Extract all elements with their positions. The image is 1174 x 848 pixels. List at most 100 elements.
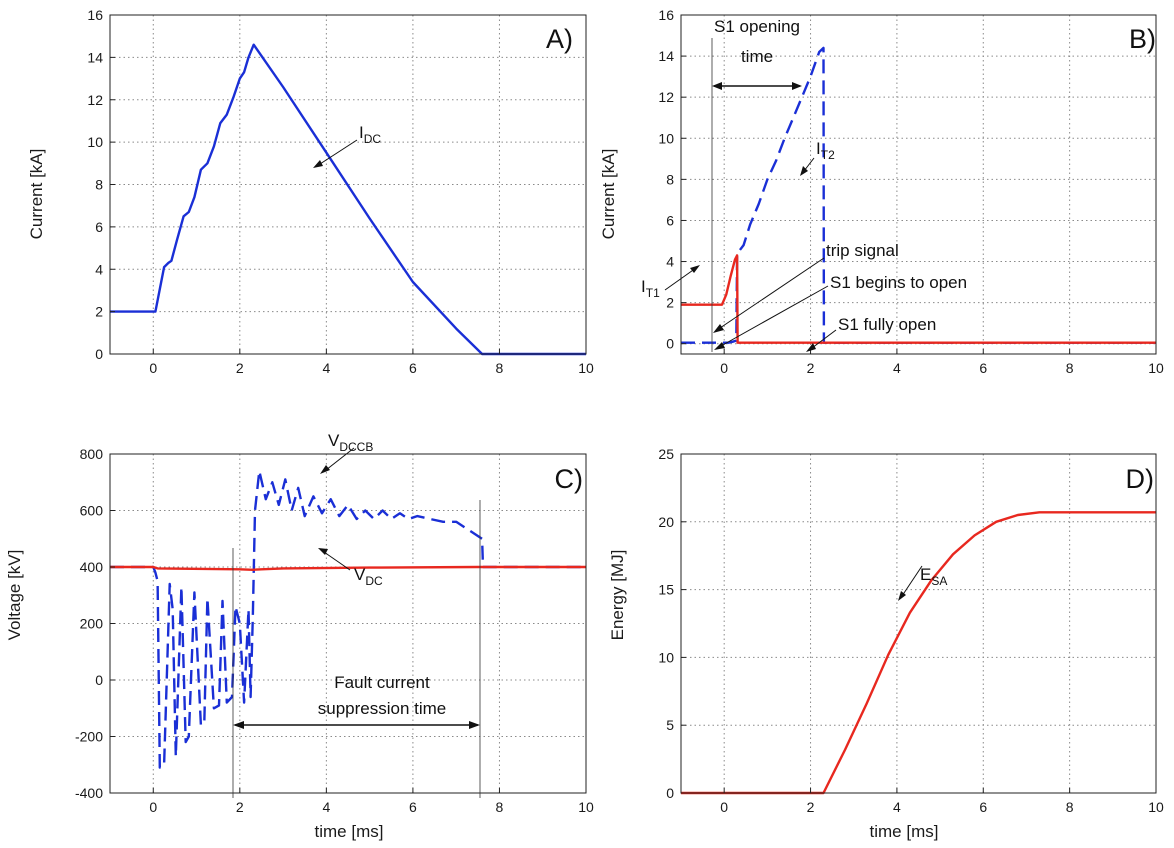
y-tick-label: 0	[666, 785, 674, 801]
x-tick-label: 0	[720, 360, 728, 376]
esa-arrowhead	[898, 591, 906, 601]
y-tick-label: 4	[95, 261, 103, 277]
y-tick-label: 400	[80, 559, 104, 575]
y-tick-label: 8	[666, 171, 674, 187]
panel-c-plot: 0 2 4 6 8 10 -400 -200 0 200 400 600 800	[75, 446, 594, 815]
x-tick-label: 2	[807, 360, 815, 376]
y-tick-label: 600	[80, 503, 104, 519]
vdccb-arrowhead	[320, 465, 330, 474]
vdc-leader	[323, 551, 351, 571]
y-tick-label: 6	[95, 219, 103, 235]
esa-label: ESA	[920, 565, 947, 588]
y-tick-label: 800	[80, 446, 104, 462]
vdc-label: VDC	[354, 565, 383, 588]
panel-c-label: C)	[555, 464, 584, 494]
idc-label: IDC	[359, 123, 381, 146]
panel-a-idc-annotation: IDC	[313, 123, 381, 168]
vdccb-leader	[325, 447, 355, 471]
panel-b-plot: 0 2 4 6 8 10 0 2 4 6 8 10 12 14 16	[658, 7, 1164, 376]
y-tick-label: 15	[658, 582, 674, 598]
x-tick-label: 8	[1066, 360, 1074, 376]
panel-c: 0 2 4 6 8 10 -400 -200 0 200 400 600 800 C) Voltage …	[5, 431, 594, 841]
x-tick-label: 2	[236, 799, 244, 815]
y-tick-label: 12	[87, 92, 103, 108]
y-tick-label: -200	[75, 729, 103, 745]
panel-d-ylabel: Energy [MJ]	[608, 550, 627, 641]
y-tick-label: 14	[658, 48, 674, 64]
s1-opening-label-line2: time	[741, 47, 773, 66]
series-line-vdccb	[110, 469, 586, 769]
y-tick-label: 4	[666, 254, 674, 270]
s1-fully-open-leader	[811, 329, 837, 349]
x-tick-label: 6	[979, 360, 987, 376]
s1-opening-label-line1: S1 opening	[714, 17, 800, 36]
panel-b: 0 2 4 6 8 10 0 2 4 6 8 10 12 14 16 B) Current [kA] S1 …	[599, 7, 1164, 376]
suppression-label-line2: suppression time	[318, 699, 447, 718]
trip-signal-leader	[719, 257, 825, 329]
x-tick-label: 10	[1148, 799, 1164, 815]
x-tick-label: 10	[578, 360, 594, 376]
y-tick-label: 16	[87, 7, 103, 23]
series-line-it1	[681, 254, 1156, 344]
panel-d: 0 2 4 6 8 10 0 5 10 15 20 25 D) Energy [MJ] time [m…	[608, 446, 1164, 841]
trip-signal-label: trip signal	[826, 241, 899, 260]
s1-fully-open-label: S1 fully open	[838, 315, 936, 334]
idc-leader-line	[319, 139, 358, 165]
trip-signal-arrowhead	[713, 324, 724, 333]
s1-fully-open-arrowhead	[806, 343, 816, 352]
series-line-idc	[110, 43, 586, 356]
x-tick-label: 4	[322, 799, 330, 815]
suppression-label-line1: Fault current	[334, 673, 430, 692]
x-tick-label: 0	[149, 360, 157, 376]
series-line-vdc	[110, 565, 586, 571]
x-tick-label: 6	[409, 799, 417, 815]
panel-c-xlabel: time [ms]	[315, 822, 384, 841]
y-tick-label: 2	[666, 295, 674, 311]
y-tick-label: 10	[87, 134, 103, 150]
y-tick-label: 2	[95, 304, 103, 320]
suppression-arrowhead-left	[233, 721, 244, 729]
x-tick-label: 4	[322, 360, 330, 376]
s1-opening-time-arrowhead-right	[792, 82, 802, 90]
panel-b-ylabel: Current [kA]	[599, 149, 618, 240]
y-tick-label: -400	[75, 785, 103, 801]
x-tick-label: 8	[496, 799, 504, 815]
y-tick-label: 5	[666, 717, 674, 733]
y-tick-label: 12	[658, 89, 674, 105]
vdc-arrowhead	[318, 548, 328, 555]
panel-d-label: D)	[1126, 464, 1155, 494]
y-tick-label: 200	[80, 616, 104, 632]
y-tick-label: 6	[666, 212, 674, 228]
y-tick-label: 10	[658, 649, 674, 665]
it1-label: IT1	[641, 277, 660, 300]
x-tick-label: 2	[807, 799, 815, 815]
idc-arrowhead	[313, 160, 323, 168]
esa-leader	[901, 565, 923, 597]
y-tick-label: 0	[95, 346, 103, 362]
series-line-esa	[681, 511, 1156, 795]
y-tick-label: 25	[658, 446, 674, 462]
y-tick-label: 0	[666, 336, 674, 352]
panel-b-label: B)	[1129, 24, 1156, 54]
x-tick-label: 8	[1066, 799, 1074, 815]
it2-arrowhead	[800, 166, 808, 176]
x-tick-label: 6	[979, 799, 987, 815]
it2-label: IT2	[816, 139, 835, 162]
vdccb-label: VDCCB	[328, 431, 373, 454]
x-tick-label: 0	[720, 799, 728, 815]
x-tick-label: 8	[496, 360, 504, 376]
y-tick-label: 8	[95, 177, 103, 193]
panel-a-label: A)	[546, 24, 573, 54]
y-tick-label: 14	[87, 49, 103, 65]
y-tick-label: 10	[658, 130, 674, 146]
s1-opening-time-arrowhead-left	[712, 82, 722, 90]
panel-a-ylabel: Current [kA]	[27, 149, 46, 240]
s1-begins-leader	[720, 285, 829, 347]
panel-c-ylabel: Voltage [kV]	[5, 550, 24, 641]
x-tick-label: 10	[578, 799, 594, 815]
y-tick-label: 20	[658, 514, 674, 530]
x-tick-label: 6	[409, 360, 417, 376]
x-tick-label: 4	[893, 360, 901, 376]
